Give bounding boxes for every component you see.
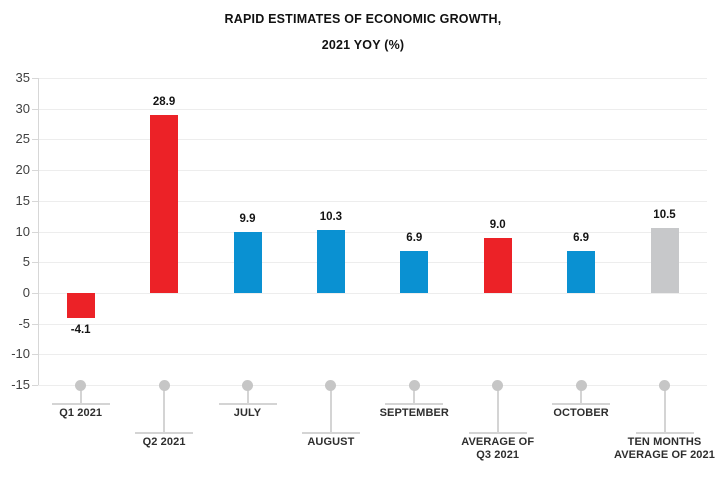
category-marker-stem: [163, 385, 166, 432]
bar: [483, 237, 512, 293]
category-tick-line: [301, 431, 360, 434]
x-axis-category-label: Q1 2021: [59, 406, 103, 419]
gridline: [38, 108, 707, 110]
y-axis-tick: [32, 200, 38, 202]
bar-value-label: 9.9: [239, 213, 256, 226]
y-axis-tick: [32, 139, 38, 141]
gridline: [38, 354, 707, 356]
bar: [150, 115, 179, 293]
x-axis-category-label: JULY: [233, 406, 262, 419]
category-tick-line: [468, 431, 527, 434]
bar: [567, 250, 596, 293]
chart-title-line2: 2021 YOY (%): [321, 38, 405, 52]
category-marker-dot: [242, 379, 253, 391]
category-marker-dot: [158, 379, 170, 391]
y-axis-tick-label: 25: [15, 131, 30, 147]
y-axis-line: [38, 78, 39, 385]
gridline: [38, 170, 707, 172]
bar-value-label: 6.9: [573, 231, 590, 244]
category-marker-dot: [575, 379, 587, 391]
category-marker-stem: [580, 385, 583, 403]
y-axis-tick: [32, 292, 38, 294]
category-marker-stem: [329, 385, 332, 432]
category-marker-dot: [325, 379, 337, 391]
y-axis-tick: [32, 231, 38, 233]
x-axis-category-label: TEN MONTHS AVERAGE OF 2021: [614, 435, 715, 461]
category-marker-stem: [413, 385, 416, 403]
category-marker-stem: [663, 385, 666, 432]
bar: [650, 228, 679, 293]
category-tick-line: [218, 402, 277, 405]
category-tick-line: [635, 431, 694, 434]
y-axis-tick-label: 20: [15, 162, 30, 178]
category-marker-stem: [496, 385, 499, 432]
y-axis-tick-label: 5: [22, 254, 30, 270]
bar-value-label: 9.0: [489, 218, 506, 231]
y-axis-tick-label: 30: [15, 100, 30, 116]
category-tick-line: [385, 402, 444, 405]
y-axis-tick-label: -5: [18, 315, 30, 331]
category-marker-dot: [408, 379, 420, 391]
x-axis-category-label: SEPTEMBER: [379, 406, 449, 419]
gridline: [38, 78, 707, 79]
y-axis-tick-label: 35: [15, 70, 30, 85]
category-marker-dot: [75, 379, 87, 391]
y-axis-tick-label: 10: [15, 223, 30, 239]
x-axis-category-label: Q2 2021: [142, 435, 186, 448]
y-axis-tick: [32, 323, 38, 325]
bar-value-label: 28.9: [152, 96, 176, 109]
gridline: [38, 200, 707, 202]
x-axis-category-label: OCTOBER: [553, 406, 609, 419]
category-marker-dot: [659, 379, 670, 391]
x-axis-category-label: AUGUST: [307, 435, 355, 448]
x-axis-category-label: AVERAGE OF Q3 2021: [461, 435, 535, 461]
y-axis-tick: [32, 262, 38, 264]
gridline: [38, 323, 707, 325]
category-tick-line: [552, 402, 611, 405]
y-axis-tick-label: -15: [11, 377, 30, 392]
gridline: [38, 139, 707, 141]
gridline: [38, 385, 707, 386]
category-marker-stem: [79, 385, 82, 403]
bar: [316, 229, 345, 293]
bar-value-label: 10.3: [319, 210, 343, 223]
bar: [66, 292, 95, 319]
bar: [400, 250, 429, 293]
y-axis-tick: [32, 78, 38, 79]
y-axis-tick: [32, 108, 38, 110]
category-tick-line: [51, 402, 110, 405]
category-marker-dot: [492, 379, 504, 391]
y-axis-tick: [32, 170, 38, 172]
y-axis-tick-label: 15: [15, 192, 30, 208]
bar-value-label: 10.5: [653, 209, 676, 222]
y-axis-tick-label: -10: [11, 346, 30, 362]
category-marker-stem: [246, 385, 249, 403]
category-tick-line: [135, 431, 194, 434]
gridline: [38, 292, 707, 294]
bar-value-label: -4.1: [70, 324, 91, 337]
bar: [233, 232, 262, 293]
y-axis-tick: [32, 385, 38, 386]
y-axis-tick: [32, 354, 38, 356]
gridline: [38, 231, 707, 233]
chart-title: RAPID ESTIMATES OF ECONOMIC GROWTH, 2021…: [0, 12, 726, 52]
y-axis-tick-label: 0: [22, 284, 30, 300]
chart-title-line1: RAPID ESTIMATES OF ECONOMIC GROWTH,: [224, 12, 502, 26]
gridline: [38, 262, 707, 264]
bar-value-label: 6.9: [406, 231, 423, 244]
